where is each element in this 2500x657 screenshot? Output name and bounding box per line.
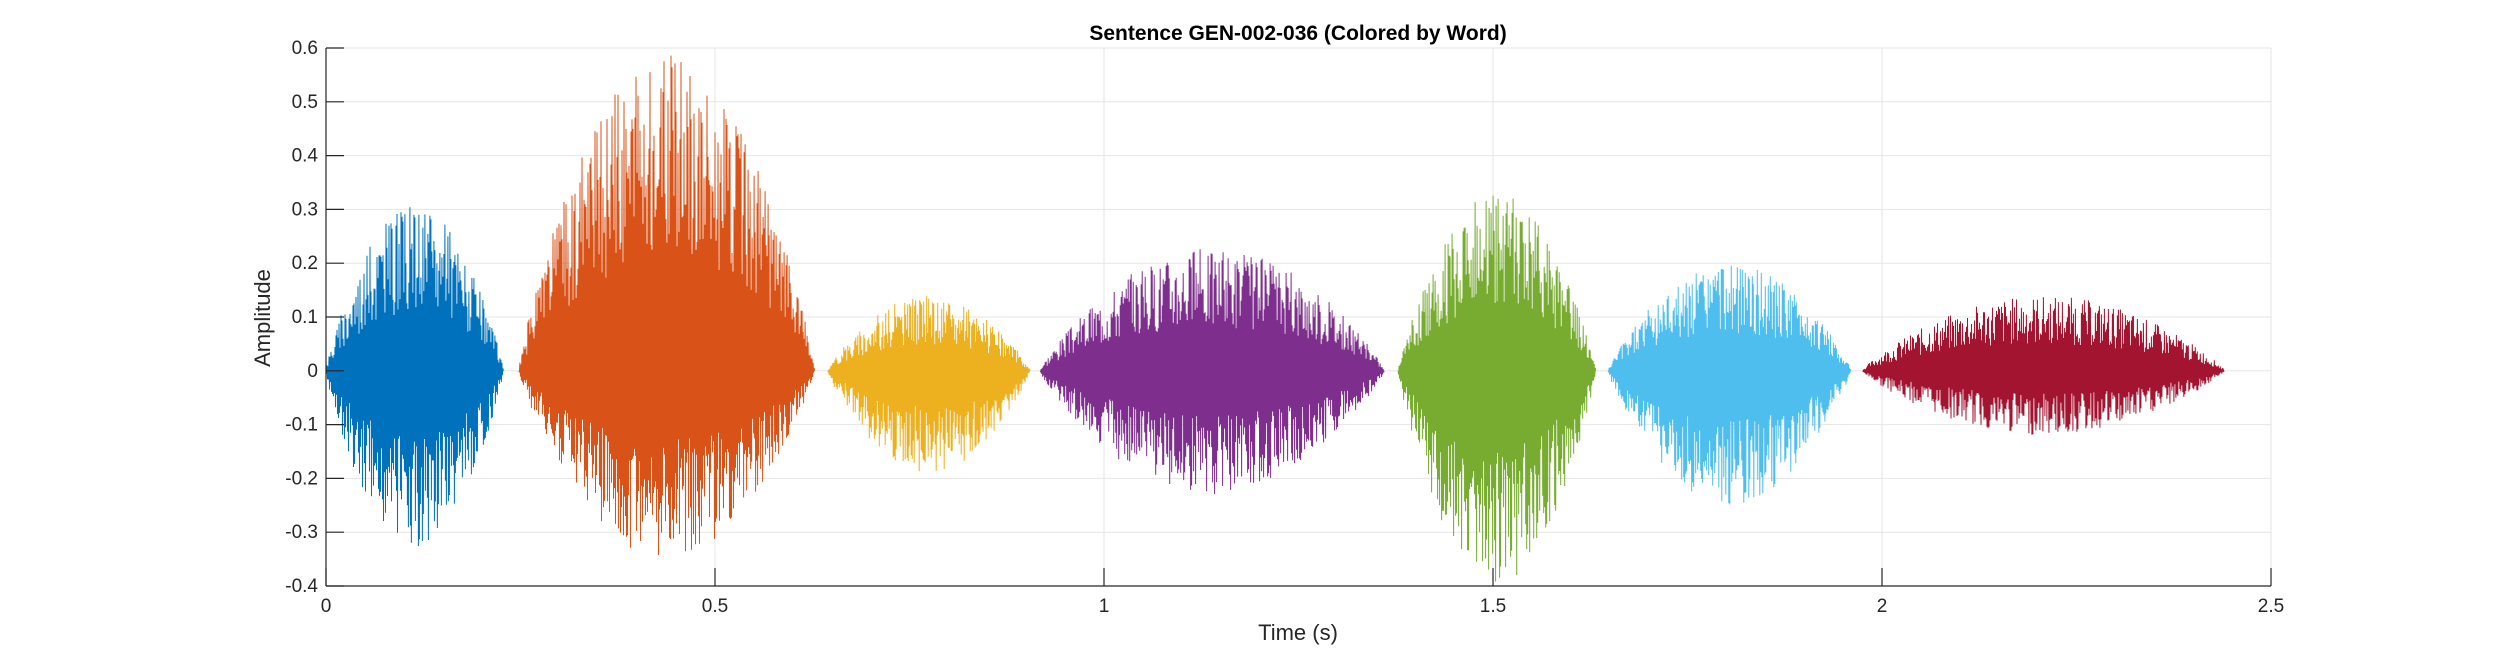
x-axis-label: Time (s) xyxy=(1258,620,1338,645)
x-tick-label: 1.5 xyxy=(1480,596,1506,617)
waveform-word-3 xyxy=(827,295,1031,472)
waveform-word-4 xyxy=(1039,249,1385,495)
y-tick-label: 0.3 xyxy=(292,199,318,220)
chart-title: Sentence GEN-002-036 (Colored by Word) xyxy=(1089,22,1506,45)
y-tick-label: -0.3 xyxy=(285,522,318,543)
x-tick-label: 2.5 xyxy=(2258,596,2284,617)
y-tick-label: 0.4 xyxy=(292,146,319,167)
y-tick-label: -0.1 xyxy=(285,415,318,436)
waveform-word-6 xyxy=(1607,265,1852,505)
y-tick-label: 0.1 xyxy=(292,307,318,328)
y-tick-label: -0.2 xyxy=(285,468,318,489)
y-tick-label: 0 xyxy=(307,361,318,382)
tick-labels: 0 0.5 1 1.5 2 2.5 -0.4 -0.3 -0.2 -0.1 0 0.1 0.2 0.3 0.… xyxy=(285,38,2284,617)
waveform-word-7 xyxy=(1862,297,2225,435)
y-axis-label: Amplitude xyxy=(250,269,275,367)
waveform-word-1 xyxy=(325,207,504,547)
x-tick-label: 0 xyxy=(321,596,332,617)
x-tick-label: 1 xyxy=(1099,596,1110,617)
waveform-word-5 xyxy=(1397,195,1597,582)
y-tick-label: 0.6 xyxy=(292,38,318,59)
x-tick-label: 2 xyxy=(1877,596,1888,617)
y-tick-label: -0.4 xyxy=(285,576,318,597)
waveform-series xyxy=(325,55,2225,582)
x-tick-label: 0.5 xyxy=(702,596,728,617)
y-tick-label: 0.5 xyxy=(292,92,318,113)
axes xyxy=(325,47,2272,587)
y-tick-label: 0.2 xyxy=(292,253,318,274)
waveform-word-2 xyxy=(518,55,816,556)
